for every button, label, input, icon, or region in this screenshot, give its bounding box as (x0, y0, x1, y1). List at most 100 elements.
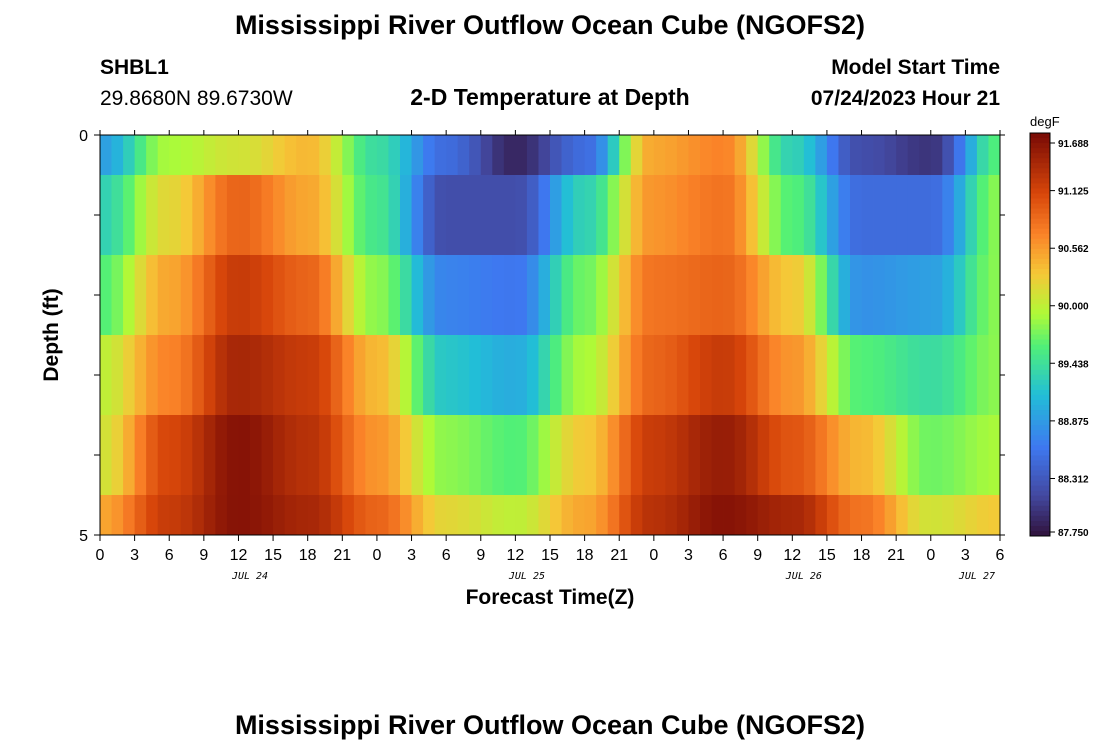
heatmap-cells (100, 135, 1001, 536)
heatmap-cell (942, 415, 955, 496)
heatmap-cell (411, 495, 424, 536)
date-label: JUL 24 (231, 571, 268, 582)
heatmap-cell (134, 135, 147, 176)
heatmap-cell (180, 135, 193, 176)
heatmap-cell (503, 495, 516, 536)
heatmap-cell (342, 495, 355, 536)
heatmap-cell (123, 495, 136, 536)
heatmap-cell (134, 175, 147, 256)
heatmap-cell (111, 135, 124, 176)
heatmap-cell (330, 255, 343, 336)
heatmap-cell (780, 495, 793, 536)
heatmap-cell (238, 135, 251, 176)
heatmap-cell (538, 495, 551, 536)
heatmap-cell (711, 335, 724, 416)
heatmap-cell (769, 175, 782, 256)
heatmap-cell (873, 495, 886, 536)
heatmap-cell (619, 335, 632, 416)
heatmap-cell (376, 415, 389, 496)
heatmap-cell (388, 135, 401, 176)
heatmap-cell (988, 175, 1001, 256)
colorbar-swatch (1030, 284, 1050, 290)
heatmap-cell (123, 335, 136, 416)
heatmap-cell (838, 415, 851, 496)
heatmap-cell (561, 415, 574, 496)
heatmap-cell (353, 335, 366, 416)
heatmap-cell (273, 335, 286, 416)
heatmap-cell (803, 495, 816, 536)
plot-subtitle: 2-D Temperature at Depth (410, 84, 690, 110)
colorbar-swatch (1030, 158, 1050, 164)
heatmap-cell (780, 255, 793, 336)
heatmap-cell (688, 335, 701, 416)
heatmap-cell (446, 255, 459, 336)
heatmap-cell (434, 335, 447, 416)
heatmap-cell (734, 335, 747, 416)
heatmap-cell (296, 175, 309, 256)
heatmap-cell (930, 255, 943, 336)
heatmap-cell (561, 255, 574, 336)
x-tick-label: 15 (818, 547, 836, 564)
heatmap-cell (550, 415, 562, 496)
colorbar-tick-label: 91.688 (1058, 139, 1089, 150)
colorbar-swatch (1030, 253, 1050, 260)
heatmap-cell (192, 255, 205, 336)
heatmap-cell (792, 175, 805, 256)
colorbar-swatch (1030, 470, 1050, 477)
colorbar-swatch (1030, 359, 1050, 366)
heatmap-cell (653, 135, 666, 176)
heatmap-cell (757, 415, 770, 496)
heatmap-cell (550, 175, 562, 256)
heatmap-cell (503, 335, 516, 416)
heatmap-cell (169, 175, 182, 256)
heatmap-cell (307, 175, 320, 256)
heatmap-cell (480, 415, 493, 496)
heatmap-cell (353, 135, 366, 176)
y-tick-label: 0 (79, 128, 88, 145)
heatmap-cell (400, 255, 412, 336)
x-tick-label: 3 (130, 547, 139, 564)
heatmap-cell (942, 495, 955, 536)
heatmap-cell (342, 255, 355, 336)
heatmap-cell (826, 135, 839, 176)
heatmap-cell (411, 335, 424, 416)
heatmap-cell (700, 415, 712, 496)
heatmap-cell (953, 415, 966, 496)
colorbar-swatch (1030, 248, 1050, 255)
heatmap-cell (284, 495, 297, 536)
heatmap-cell (573, 495, 586, 536)
x-tick-label: 6 (442, 547, 451, 564)
x-tick-label: 15 (264, 547, 282, 564)
heatmap-cell (861, 415, 874, 496)
heatmap-cell (226, 415, 239, 496)
heatmap-cell (769, 415, 782, 496)
heatmap-cell (388, 335, 401, 416)
heatmap-cell (665, 175, 678, 256)
x-tick-label: 15 (541, 547, 559, 564)
x-tick-label: 12 (506, 547, 524, 564)
x-tick-label: 0 (96, 547, 105, 564)
heatmap-cell (907, 175, 920, 256)
heatmap-cell (676, 135, 689, 176)
heatmap-cell (584, 255, 597, 336)
heatmap-cell (146, 495, 159, 536)
heatmap-cell (976, 255, 989, 336)
heatmap-cell (723, 255, 736, 336)
heatmap-cell (307, 415, 320, 496)
heatmap-cell (826, 175, 839, 256)
heatmap-cell (838, 255, 851, 336)
heatmap-cell (607, 415, 620, 496)
heatmap-cell (446, 415, 459, 496)
heatmap-cell (780, 415, 793, 496)
colorbar-swatch (1030, 269, 1050, 275)
heatmap-cell (619, 495, 632, 536)
heatmap-cell (607, 135, 620, 176)
heatmap-cell (930, 415, 943, 496)
heatmap-cell (676, 175, 689, 256)
heatmap-cell (838, 135, 851, 176)
heatmap-cell (538, 335, 551, 416)
colorbar-swatch (1030, 163, 1050, 169)
heatmap-cell (261, 495, 274, 536)
colorbar-swatch (1030, 299, 1050, 305)
colorbar-swatch (1030, 354, 1050, 361)
